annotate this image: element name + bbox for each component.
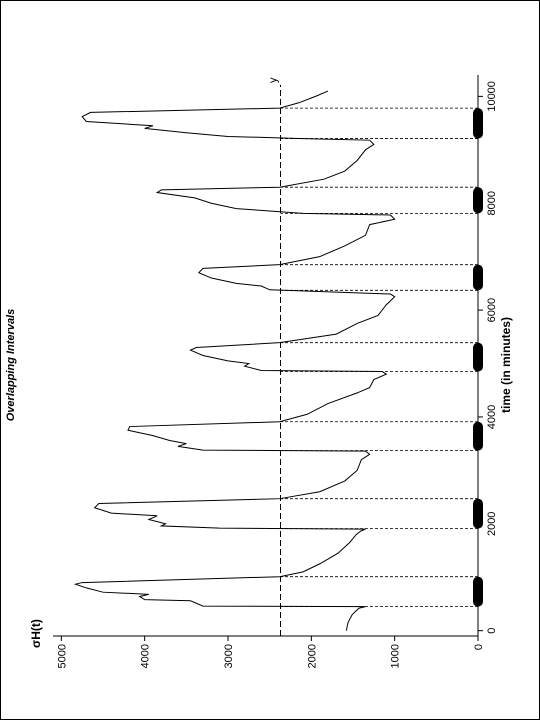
interval-bar [473,498,483,529]
interval-bar [473,187,483,214]
y-tick-label: 4000 [140,644,152,668]
y-tick-label: 3000 [223,644,235,668]
y-tick-label: 5000 [56,644,68,668]
y-tick-label: 2000 [306,644,318,668]
x-tick-label: 8000 [486,191,498,215]
series-line [73,90,396,631]
x-axis-label: time (in minutes) [499,317,513,413]
x-tick-label: 4000 [486,405,498,429]
x-tick-label: 2000 [486,512,498,536]
interval-bar [473,342,483,372]
y-tick-label: 0 [473,644,485,650]
threshold-label: y [268,77,280,83]
y-axis-label: σH(t) [29,619,43,648]
y-tick-label: 1000 [390,644,402,668]
chart: Overlapping Intervals time (in minutes) … [5,75,513,668]
interval-bar [473,264,483,291]
x-tick-label: 6000 [486,298,498,322]
x-tick-label: 0 [486,628,498,634]
interval-bar [473,576,483,607]
interval-bar [473,108,483,139]
interval-bar [473,421,483,451]
x-tick-label: 10000 [486,81,498,112]
chart-title: Overlapping Intervals [5,309,17,421]
